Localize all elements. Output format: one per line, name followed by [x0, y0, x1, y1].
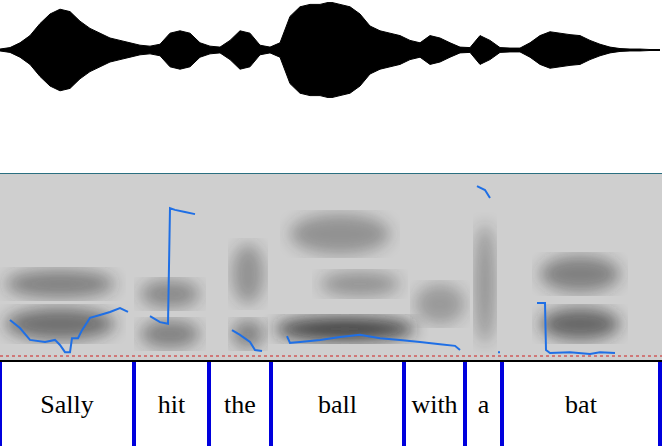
svg-text:a: a — [478, 390, 490, 419]
svg-text:bat: bat — [565, 390, 598, 419]
svg-text:the: the — [224, 390, 256, 419]
svg-text:with: with — [411, 390, 457, 419]
svg-text:hit: hit — [158, 390, 186, 419]
svg-text:ball: ball — [318, 390, 357, 419]
svg-text:Sally: Sally — [40, 390, 93, 419]
